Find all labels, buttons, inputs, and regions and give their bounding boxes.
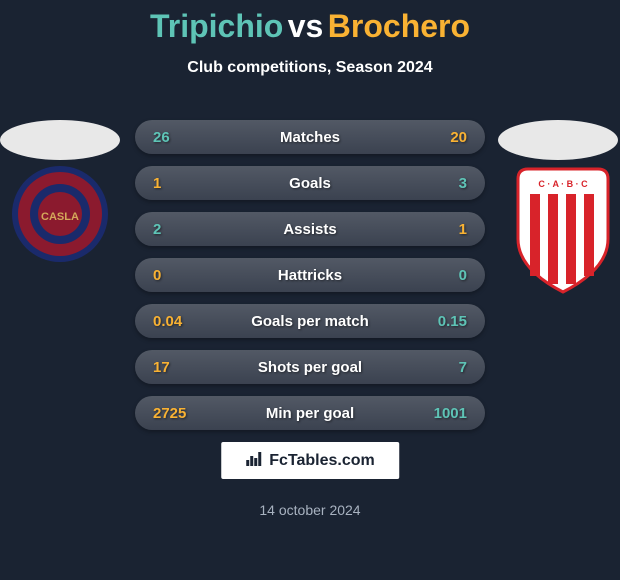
svg-text:CASLA: CASLA — [41, 211, 79, 223]
stat-value-left: 17 — [153, 359, 203, 376]
stat-label: Min per goal — [266, 405, 354, 422]
player2-name: Brochero — [328, 8, 470, 44]
stat-value-left: 2725 — [153, 405, 203, 422]
svg-text:C · A · B · C: C · A · B · C — [538, 179, 588, 189]
stat-value-left: 0.04 — [153, 313, 203, 330]
stat-label: Assists — [283, 221, 336, 238]
stat-value-right: 20 — [417, 129, 467, 146]
vs-text: vs — [288, 8, 324, 44]
player1-head — [0, 120, 120, 160]
chart-icon — [245, 450, 263, 471]
stat-value-right: 3 — [417, 175, 467, 192]
player2-visual: C · A · B · C — [498, 120, 618, 264]
footer-logo-text: FcTables.com — [269, 452, 375, 470]
page-title: Tripichio vs Brochero — [0, 0, 620, 45]
stat-label: Shots per goal — [258, 359, 362, 376]
stat-value-left: 2 — [153, 221, 203, 238]
stat-row: 0.04 Goals per match 0.15 — [135, 304, 485, 338]
stat-value-left: 0 — [153, 267, 203, 284]
stat-value-right: 1001 — [417, 405, 467, 422]
player2-head — [498, 120, 618, 160]
stat-row: 1 Goals 3 — [135, 166, 485, 200]
stat-value-left: 26 — [153, 129, 203, 146]
stat-value-right: 0 — [417, 267, 467, 284]
stat-label: Matches — [280, 129, 340, 146]
player1-crest: CASLA — [10, 164, 110, 264]
stat-value-right: 7 — [417, 359, 467, 376]
player2-crest: C · A · B · C — [508, 164, 608, 264]
player1-name: Tripichio — [150, 8, 283, 44]
footer-date: 14 october 2024 — [0, 502, 620, 518]
stat-row: 26 Matches 20 — [135, 120, 485, 154]
stat-row: 0 Hattricks 0 — [135, 258, 485, 292]
stat-label: Hattricks — [278, 267, 342, 284]
stat-row: 17 Shots per goal 7 — [135, 350, 485, 384]
stat-value-right: 0.15 — [417, 313, 467, 330]
footer-logo[interactable]: FcTables.com — [221, 442, 399, 479]
stat-label: Goals — [289, 175, 331, 192]
player1-visual: CASLA — [0, 120, 120, 264]
stat-row: 2725 Min per goal 1001 — [135, 396, 485, 430]
stat-row: 2 Assists 1 — [135, 212, 485, 246]
stat-value-right: 1 — [417, 221, 467, 238]
stats-table: 26 Matches 20 1 Goals 3 2 Assists 1 0 Hattricks 0 0.… — [135, 120, 485, 442]
subtitle: Club competitions, Season 2024 — [0, 59, 620, 77]
stat-value-left: 1 — [153, 175, 203, 192]
stat-label: Goals per match — [251, 313, 369, 330]
